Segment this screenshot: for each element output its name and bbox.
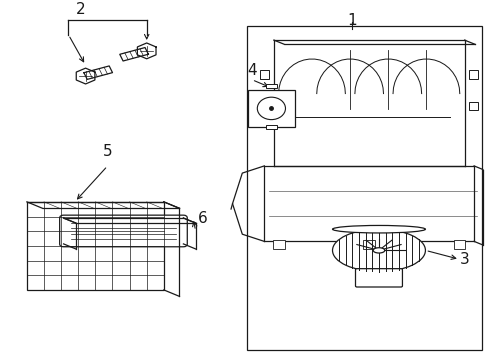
Text: 2: 2 [76, 2, 85, 17]
Ellipse shape [332, 225, 425, 233]
Bar [260, 102, 268, 111]
Ellipse shape [332, 229, 425, 271]
Bar [246, 26, 481, 350]
Text: 3: 3 [459, 252, 468, 267]
Text: 6: 6 [198, 211, 207, 225]
Text: 4: 4 [246, 63, 256, 78]
FancyBboxPatch shape [60, 215, 187, 247]
FancyBboxPatch shape [355, 269, 402, 287]
Bar [265, 84, 277, 88]
Ellipse shape [372, 248, 384, 253]
Bar [265, 125, 277, 129]
Bar [468, 102, 477, 111]
Text: 1: 1 [346, 13, 356, 28]
Bar [468, 71, 477, 79]
Bar [363, 240, 374, 248]
Bar [260, 71, 268, 79]
Bar [27, 202, 163, 290]
Text: 5: 5 [102, 144, 112, 159]
Bar [247, 90, 294, 127]
Bar [453, 240, 465, 248]
Bar [272, 240, 284, 248]
Ellipse shape [257, 97, 285, 120]
